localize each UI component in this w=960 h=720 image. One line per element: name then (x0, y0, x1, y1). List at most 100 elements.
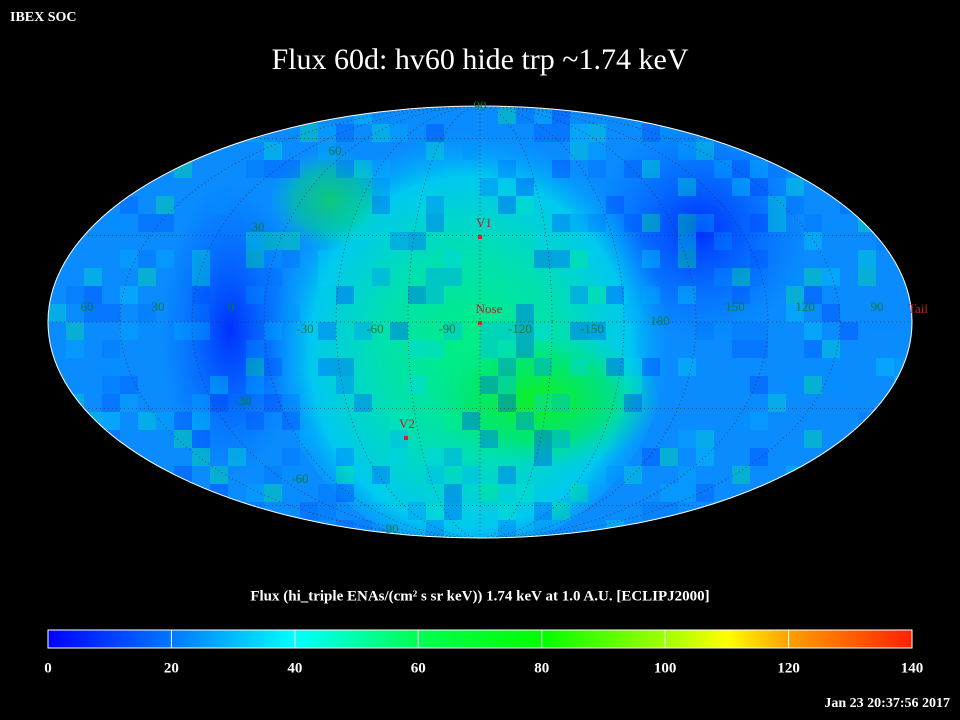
map-tile (444, 502, 462, 520)
map-tile (390, 322, 408, 340)
map-tile (336, 448, 354, 466)
map-tile (480, 430, 498, 448)
map-tile (336, 520, 354, 538)
map-tile (804, 502, 822, 520)
map-tile (48, 214, 66, 232)
colorbar-tick-label: 120 (777, 660, 800, 676)
map-tile (390, 124, 408, 142)
map-tile (318, 268, 336, 286)
map-tile (246, 286, 264, 304)
map-tile (156, 502, 174, 520)
map-tile (426, 286, 444, 304)
map-tile (804, 466, 822, 484)
map-tile (624, 394, 642, 412)
map-tile (696, 142, 714, 160)
map-tile (120, 376, 138, 394)
map-tile (642, 250, 660, 268)
map-tile (156, 214, 174, 232)
map-labels: 60 30 0 -30 -60 -90 -120 -150 180 150 120 90 90 60 30 -… (81, 98, 929, 536)
map-tile (372, 268, 390, 286)
map-tile (768, 502, 786, 520)
map-tile (750, 520, 768, 538)
map-tile (282, 448, 300, 466)
timestamp: Jan 23 20:37:56 2017 (824, 696, 950, 711)
map-tile (606, 196, 624, 214)
map-tile (66, 196, 84, 214)
colorbar-tick-label: 100 (654, 660, 677, 676)
map-tile (84, 412, 102, 430)
map-tile (246, 412, 264, 430)
map-tile (84, 142, 102, 160)
map-tile (786, 484, 804, 502)
map-tile (840, 322, 858, 340)
map-tile (678, 358, 696, 376)
colorbar-tick-label: 140 (901, 660, 924, 676)
map-tile (714, 232, 732, 250)
map-tile (246, 376, 264, 394)
map-tile (300, 124, 318, 142)
map-tile (390, 448, 408, 466)
map-tile (426, 196, 444, 214)
map-tile (750, 322, 768, 340)
map-tile (336, 124, 354, 142)
longitude-label: 180 (650, 313, 670, 328)
map-tile (336, 484, 354, 502)
map-tile (228, 502, 246, 520)
map-tile (282, 412, 300, 430)
map-tile (624, 214, 642, 232)
map-tile (876, 358, 894, 376)
meridian (119, 106, 841, 538)
map-tile (750, 178, 768, 196)
map-tile (84, 268, 102, 286)
map-tile (678, 520, 696, 538)
colorbar-ticks: 0 20 40 60 80 100 120 140 (44, 630, 923, 676)
map-tile (552, 106, 570, 124)
map-tile (804, 430, 822, 448)
map-tile (426, 448, 444, 466)
map-tile (444, 448, 462, 466)
map-tile (642, 214, 660, 232)
map-tile (822, 178, 840, 196)
map-tile (120, 196, 138, 214)
map-tile (282, 520, 300, 538)
map-tile (858, 214, 876, 232)
map-tile (84, 178, 102, 196)
map-tile (66, 214, 84, 232)
map-tile (300, 520, 318, 538)
map-tile (588, 286, 606, 304)
map-tile (192, 268, 210, 286)
map-tile (336, 466, 354, 484)
map-tile (786, 376, 804, 394)
map-tile (732, 160, 750, 178)
map-tile (822, 142, 840, 160)
map-tile (336, 160, 354, 178)
map-tile (804, 214, 822, 232)
map-tile (426, 520, 444, 538)
map-tile (534, 430, 552, 448)
longitude-label: 120 (795, 299, 815, 314)
map-tile (120, 250, 138, 268)
map-tile (48, 520, 66, 538)
map-tile (606, 466, 624, 484)
map-tile (804, 340, 822, 358)
meridian (335, 106, 625, 538)
map-tile (192, 502, 210, 520)
map-tile (804, 268, 822, 286)
map-tile (732, 466, 750, 484)
map-tile (84, 304, 102, 322)
map-tile (138, 268, 156, 286)
map-tile (408, 286, 426, 304)
map-tile (444, 250, 462, 268)
map-tile (300, 430, 318, 448)
map-tile (552, 430, 570, 448)
map-tile (174, 430, 192, 448)
marker-label: V2 (399, 416, 415, 431)
map-tile (228, 394, 246, 412)
map-tile (102, 394, 120, 412)
map-tile (138, 412, 156, 430)
map-tile (228, 448, 246, 466)
map-tile (210, 394, 228, 412)
marker-dot (478, 235, 482, 239)
map-tile (192, 286, 210, 304)
map-tile (786, 466, 804, 484)
